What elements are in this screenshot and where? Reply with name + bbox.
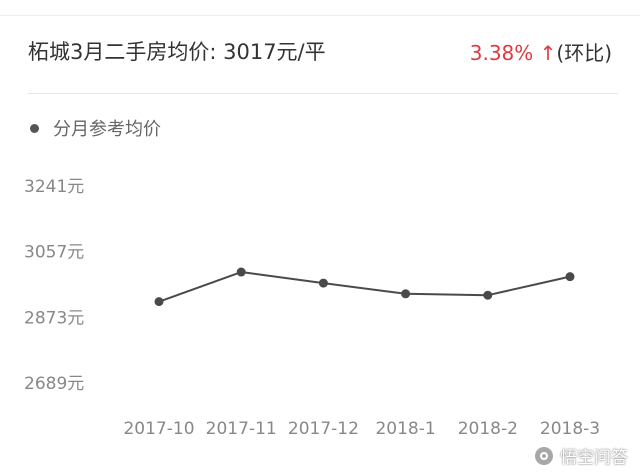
- x-tick-label: 2018-2: [458, 419, 518, 439]
- data-point[interactable]: [565, 272, 575, 282]
- watermark: 悟空问答: [533, 443, 628, 468]
- series-line: [158, 271, 571, 303]
- x-tick-label: 2017-10: [123, 419, 194, 439]
- x-tick-label: 2018-3: [540, 419, 600, 439]
- toutiao-icon: [533, 444, 555, 467]
- y-tick-label: 3057元: [24, 243, 84, 263]
- data-point[interactable]: [236, 267, 246, 277]
- y-tick-label: 2873元: [24, 308, 84, 328]
- legend-marker-icon: [30, 123, 39, 133]
- data-point[interactable]: [318, 278, 328, 288]
- legend-label: 分月参考均价: [53, 119, 161, 140]
- x-axis: 2017-10 2017-11 2017-12 2018-1 2018-2 2018-3: [123, 419, 600, 439]
- x-tick-label: 2017-11: [206, 419, 277, 439]
- change-value: 3.38% ↑: [469, 41, 557, 65]
- header-divider: [28, 93, 618, 94]
- y-tick-label: 3241元: [24, 177, 84, 197]
- price-title: 柘城3月二手房均价: 3017元/平: [28, 40, 326, 64]
- y-tick-label: 2689元: [24, 374, 84, 394]
- data-point[interactable]: [401, 289, 411, 299]
- x-tick-label: 2018-1: [375, 419, 435, 439]
- x-tick-label: 2017-12: [288, 419, 359, 439]
- series-layer: [154, 267, 575, 307]
- top-divider: [0, 15, 640, 16]
- data-point[interactable]: [483, 290, 493, 300]
- month-over-month-change: 3.38% ↑(环比): [470, 37, 612, 66]
- change-note: (环比): [556, 41, 612, 65]
- watermark-text: 悟空问答: [560, 448, 628, 468]
- chart-legend: 分月参考均价: [30, 116, 161, 140]
- data-point[interactable]: [154, 297, 164, 307]
- y-axis: 3241元 3057元 2873元 2689元: [24, 177, 84, 394]
- price-header: 柘城3月二手房均价: 3017元/平 3.38% ↑(环比): [0, 16, 640, 94]
